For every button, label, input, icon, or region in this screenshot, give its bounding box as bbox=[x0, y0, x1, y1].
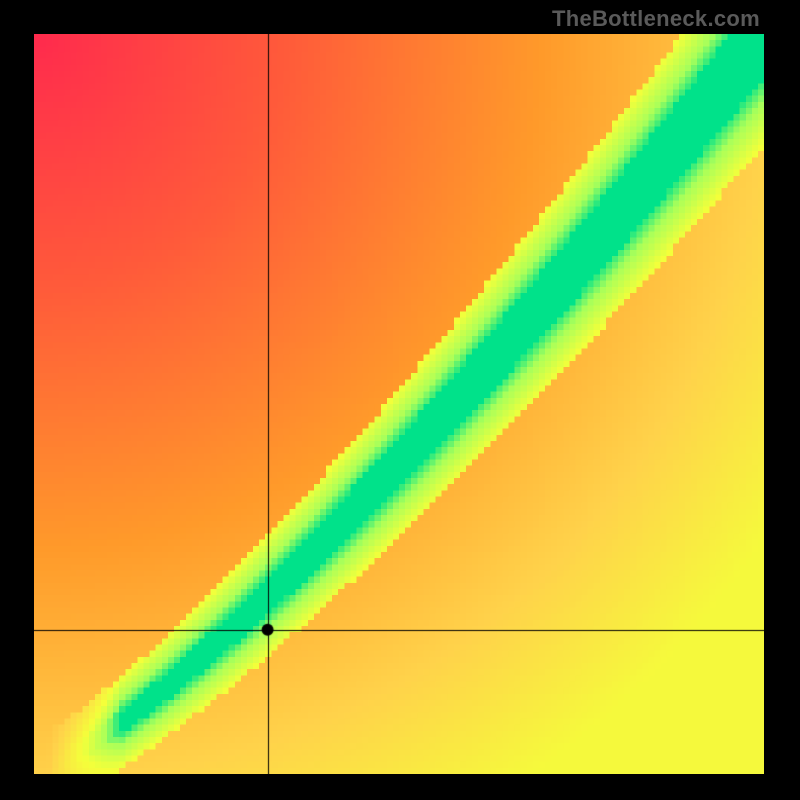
chart-container: TheBottleneck.com bbox=[0, 0, 800, 800]
watermark-text: TheBottleneck.com bbox=[552, 6, 760, 32]
bottleneck-heatmap bbox=[34, 34, 764, 774]
